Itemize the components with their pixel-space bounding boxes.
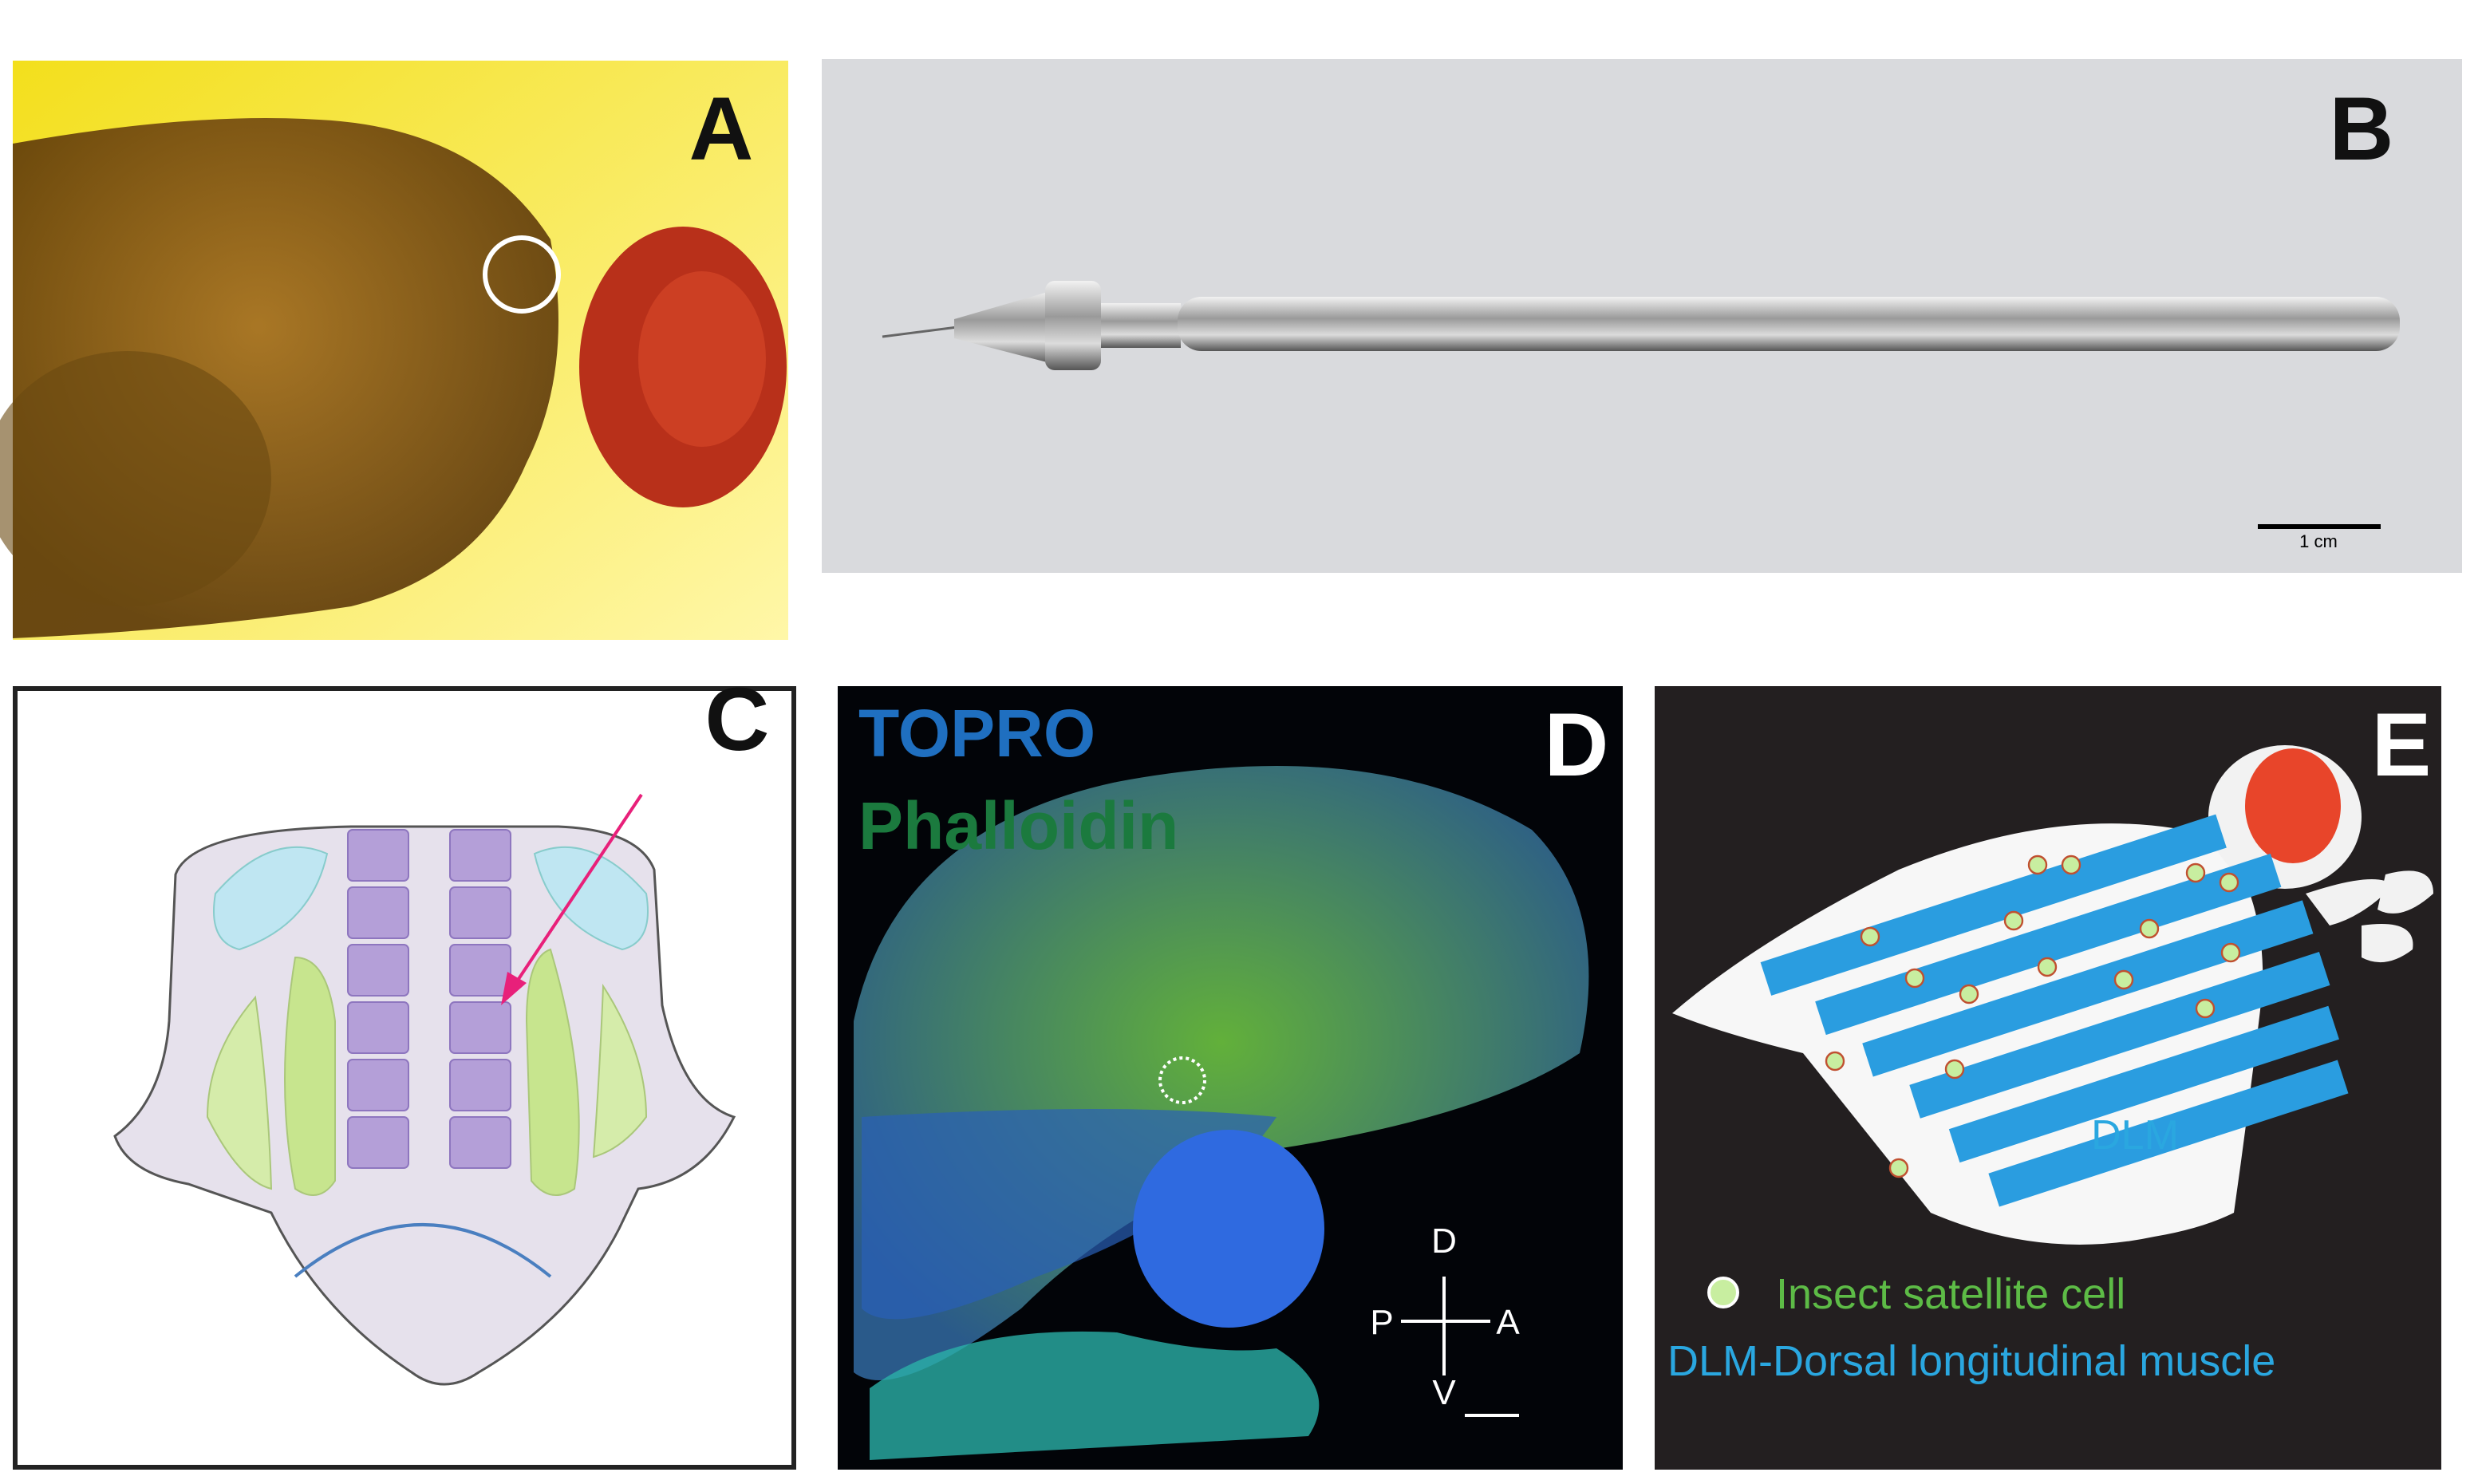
stain-label: TOPRO <box>858 696 1095 771</box>
arrow-shaft <box>512 793 643 988</box>
legs <box>2306 870 2433 963</box>
eye <box>2245 748 2341 863</box>
satellite-cell <box>2185 862 2206 883</box>
panel-label: D <box>1545 695 1609 795</box>
fiber-block <box>449 886 511 939</box>
pen-cone <box>954 290 1053 364</box>
satellite-cell <box>2139 918 2160 939</box>
tissue-bottom <box>870 1331 1320 1460</box>
panel-c: C <box>13 669 796 1470</box>
muscle-green <box>284 956 336 1196</box>
satellite-cell <box>1860 926 1880 947</box>
satellite-cell <box>2061 854 2081 875</box>
thorax-schematic <box>113 825 736 1386</box>
scutellum-line <box>294 1223 552 1278</box>
panel-label: B <box>2330 79 2394 179</box>
fiber-block <box>347 1116 409 1169</box>
axis-label: P <box>1370 1303 1393 1342</box>
stain-label: Phalloidin <box>858 788 1178 863</box>
satellite-cell <box>2003 910 2024 931</box>
fiber-block <box>347 944 409 997</box>
fiber-block <box>449 1116 511 1169</box>
panel-e: DLM Insect satellite cell DLM-Dorsal lon… <box>1655 686 2441 1470</box>
dlm-bar <box>1862 900 2314 1077</box>
pen-knurl <box>1045 281 1101 370</box>
fiber-block <box>347 1001 409 1054</box>
pen-handle <box>1178 297 2400 351</box>
fiber-block <box>449 1059 511 1111</box>
needle <box>882 326 958 338</box>
arrow-head <box>501 972 527 1005</box>
axis-label: A <box>1496 1303 1520 1342</box>
axis-label: V <box>1432 1373 1456 1412</box>
satellite-cell <box>1825 1051 1845 1072</box>
injection-site <box>483 235 561 314</box>
fiber-block <box>347 1059 409 1111</box>
fly-wing <box>0 351 271 606</box>
panel-label: E <box>2372 695 2432 795</box>
axis-label: D <box>1431 1222 1457 1261</box>
satellite-cell <box>2219 872 2239 893</box>
legend-marker <box>1707 1277 1739 1308</box>
fiber-block <box>449 1001 511 1054</box>
fiber-block <box>449 829 511 882</box>
muscle-blue <box>213 846 329 951</box>
satellite-cell <box>2113 969 2134 990</box>
fiber-block <box>449 944 511 997</box>
pen-collar <box>1101 303 1181 348</box>
muscle-green <box>206 995 273 1190</box>
satellite-cell <box>2037 957 2058 977</box>
satellite-cell <box>2195 998 2216 1019</box>
dlm-bar <box>1760 814 2227 996</box>
satellite-cell <box>2027 854 2048 875</box>
fly-eye-highlight <box>638 271 766 447</box>
muscle-label: DLM <box>2091 1112 2179 1158</box>
satellite-cell-marker <box>1158 1056 1206 1104</box>
dlm-fibers <box>347 829 511 1169</box>
dlm-bar <box>1815 853 2282 1036</box>
satellite-cell <box>1904 968 1925 989</box>
muscle-green <box>592 983 648 1158</box>
panel-b: 1 cm B <box>822 59 2462 573</box>
panel-label: A <box>689 79 754 179</box>
legend-entry: Insect satellite cell <box>1776 1270 2125 1318</box>
dlm-bar <box>1988 1060 2349 1207</box>
muscle-blue <box>533 846 649 951</box>
dlm-bars <box>1760 814 2349 1207</box>
panel-a: A <box>0 61 788 640</box>
legend-entry: DLM-Dorsal longitudinal muscle <box>1667 1337 2275 1385</box>
fiber-block <box>347 829 409 882</box>
panel-d: TOPRO Phalloidin D D P A V <box>838 686 1623 1470</box>
satellite-cell <box>2220 942 2241 963</box>
dlm-bar <box>1909 952 2330 1119</box>
satellite-cell <box>1959 984 1979 1004</box>
satellite-cell <box>1944 1059 1965 1079</box>
scale-bar-label: 1 cm <box>2299 531 2338 551</box>
gut-structure <box>1133 1130 1324 1328</box>
muscle-green <box>525 948 580 1196</box>
dlm-bar <box>1948 1005 2339 1163</box>
panel-label: C <box>705 669 770 769</box>
fiber-block <box>347 886 409 939</box>
satellite-cell <box>1888 1158 1909 1178</box>
satellite-cells <box>1825 854 2241 1178</box>
